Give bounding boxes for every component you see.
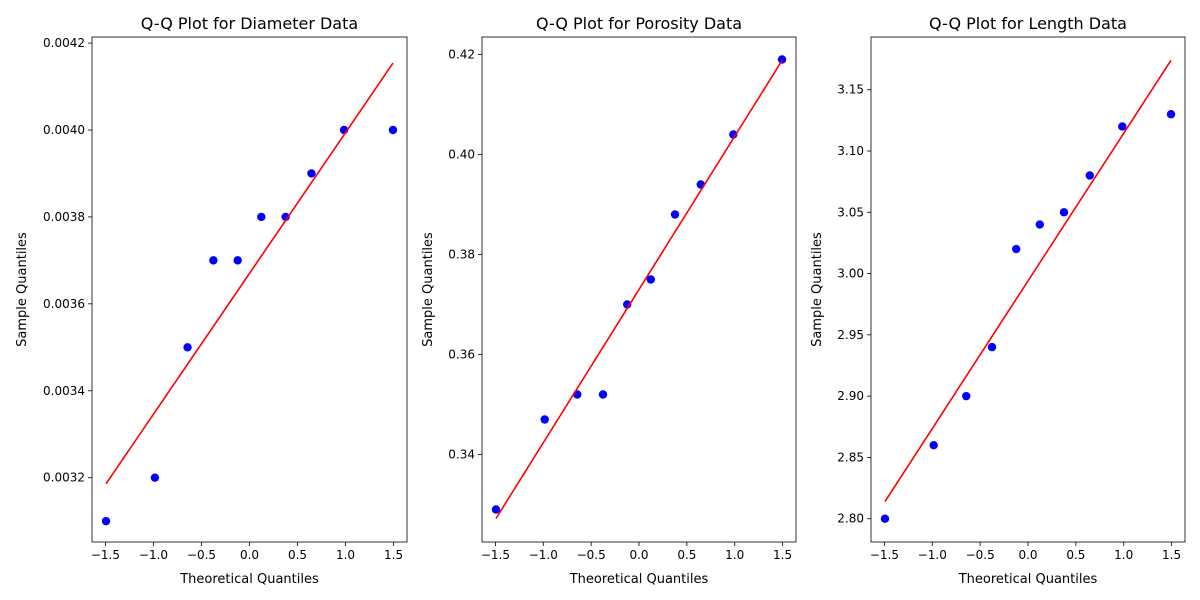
plot-area: −1.5 −1.0 −0.5 0.0 0.5 1.0 1.5 2.80 2.85 2.90 2.95… <box>837 59 1181 562</box>
y-tick-label: 0.36 <box>448 348 475 362</box>
x-tick-label: −1.0 <box>139 548 168 562</box>
data-point <box>101 516 111 526</box>
subplot-diameter: Q-Q Plot for Diameter Data −1.5 −1.0 −0.5 0… <box>15 14 408 587</box>
y-tick-label: 0.38 <box>448 248 475 262</box>
data-point <box>540 415 549 424</box>
y-tick-label: 0.0040 <box>43 123 85 137</box>
y-tick-label: 0.0038 <box>43 210 85 224</box>
data-point <box>1012 244 1021 254</box>
y-tick-label: 3.15 <box>837 83 864 97</box>
x-tick-label: 1.0 <box>1114 548 1133 562</box>
data-point <box>929 440 938 450</box>
y-axis-label: Sample Quantiles <box>421 232 436 347</box>
x-tick-label: 0.0 <box>240 548 259 562</box>
x-tick-label: −0.5 <box>187 548 216 562</box>
data-point <box>233 256 242 265</box>
x-tick-label: −1.5 <box>870 548 899 562</box>
y-tick-label: 0.0036 <box>43 297 85 311</box>
y-axis-label: Sample Quantiles <box>810 232 825 347</box>
plot-area: −1.5 −1.0 −0.5 0.0 0.5 1.0 1.5 0.0032 0.0034 0.00… <box>43 36 403 562</box>
y-axis-label: Sample Quantiles <box>15 232 30 347</box>
axes-frame <box>481 36 797 543</box>
subplot-title: Q-Q Plot for Diameter Data <box>141 14 358 33</box>
data-point <box>1035 220 1044 229</box>
x-axis-label: Theoretical Quantiles <box>569 572 709 587</box>
y-tick-label: 0.0042 <box>43 36 85 50</box>
x-tick-label: −0.5 <box>966 548 995 562</box>
data-point <box>1085 171 1094 180</box>
data-point <box>670 210 680 219</box>
plot-area: −1.5 −1.0 −0.5 0.0 0.5 1.0 1.5 0.34 0.36 0.38 0.40… <box>448 48 792 563</box>
x-tick-label: 0.0 <box>1018 548 1037 562</box>
data-point <box>1166 110 1176 119</box>
data-point <box>646 275 655 284</box>
y-tick-label: 0.42 <box>448 48 475 62</box>
data-point <box>491 505 501 514</box>
x-tick-label: 1.5 <box>384 548 403 562</box>
x-tick-label: 0.0 <box>629 548 648 562</box>
x-tick-label: 0.5 <box>677 548 696 562</box>
reference-line <box>495 60 783 519</box>
data-point <box>777 55 787 64</box>
data-point <box>150 473 160 482</box>
x-tick-label: 0.5 <box>1066 548 1085 562</box>
data-point <box>388 125 398 135</box>
x-tick-label: 0.5 <box>288 548 307 562</box>
data-point <box>1059 208 1069 217</box>
data-point <box>962 391 971 401</box>
data-point <box>307 169 316 178</box>
subplot-title: Q-Q Plot for Length Data <box>929 14 1127 33</box>
y-tick-label: 0.34 <box>448 448 475 462</box>
subplot-porosity: Q-Q Plot for Porosity Data −1.5 −1.0 −0.5 0… <box>421 14 797 587</box>
y-tick-label: 2.95 <box>837 328 864 342</box>
x-tick-label: −1.0 <box>918 548 947 562</box>
x-tick-label: −1.5 <box>481 548 510 562</box>
x-tick-label: 1.0 <box>725 548 744 562</box>
subplot-title: Q-Q Plot for Porosity Data <box>536 14 742 33</box>
x-tick-label: −1.5 <box>91 548 120 562</box>
data-point <box>281 212 290 222</box>
data-point <box>880 514 890 523</box>
data-point <box>623 300 632 309</box>
x-tick-label: −1.0 <box>529 548 558 562</box>
reference-line <box>105 62 394 485</box>
x-tick-label: 1.5 <box>773 548 792 562</box>
y-tick-label: 0.0034 <box>43 384 85 398</box>
x-axis-label: Theoretical Quantiles <box>958 572 1098 587</box>
data-point <box>598 390 608 399</box>
reference-line <box>884 59 1172 502</box>
y-tick-label: 3.00 <box>837 267 864 281</box>
x-axis-label: Theoretical Quantiles <box>179 572 319 587</box>
y-tick-label: 0.40 <box>448 148 475 162</box>
y-tick-label: 2.85 <box>837 450 864 464</box>
y-tick-label: 3.05 <box>837 205 864 219</box>
y-tick-label: 3.10 <box>837 144 864 158</box>
data-point <box>183 343 192 352</box>
axes-frame <box>91 36 408 543</box>
data-point <box>257 212 266 222</box>
axes-frame <box>870 36 1186 543</box>
y-tick-label: 0.0032 <box>43 471 85 485</box>
y-tick-label: 2.80 <box>837 512 864 526</box>
subplot-length: Q-Q Plot for Length Data −1.5 −1.0 −0.5 0.0… <box>810 14 1186 587</box>
y-tick-label: 2.90 <box>837 389 864 403</box>
data-point <box>1118 122 1127 131</box>
x-tick-label: 1.0 <box>336 548 355 562</box>
x-tick-label: −0.5 <box>577 548 606 562</box>
x-tick-label: 1.5 <box>1162 548 1181 562</box>
data-point <box>209 256 218 265</box>
data-point <box>987 342 997 352</box>
